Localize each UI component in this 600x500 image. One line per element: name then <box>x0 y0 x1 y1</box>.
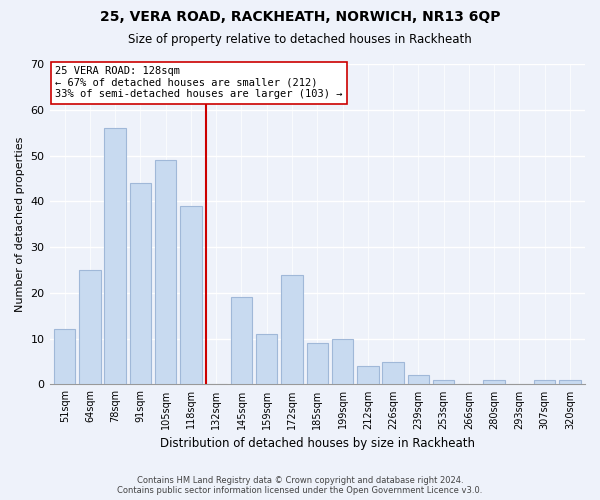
Bar <box>357 366 379 384</box>
Y-axis label: Number of detached properties: Number of detached properties <box>15 136 25 312</box>
Text: 25, VERA ROAD, RACKHEATH, NORWICH, NR13 6QP: 25, VERA ROAD, RACKHEATH, NORWICH, NR13 … <box>100 10 500 24</box>
Bar <box>54 330 76 384</box>
Text: 25 VERA ROAD: 128sqm
← 67% of detached houses are smaller (212)
33% of semi-deta: 25 VERA ROAD: 128sqm ← 67% of detached h… <box>55 66 343 100</box>
Bar <box>534 380 556 384</box>
Bar <box>382 362 404 384</box>
Bar <box>307 343 328 384</box>
Text: Contains HM Land Registry data © Crown copyright and database right 2024.
Contai: Contains HM Land Registry data © Crown c… <box>118 476 482 495</box>
Bar <box>407 376 429 384</box>
Bar <box>559 380 581 384</box>
Bar <box>155 160 176 384</box>
X-axis label: Distribution of detached houses by size in Rackheath: Distribution of detached houses by size … <box>160 437 475 450</box>
Bar <box>104 128 126 384</box>
Bar <box>484 380 505 384</box>
Bar <box>256 334 277 384</box>
Text: Size of property relative to detached houses in Rackheath: Size of property relative to detached ho… <box>128 32 472 46</box>
Bar <box>79 270 101 384</box>
Bar <box>332 338 353 384</box>
Bar <box>130 183 151 384</box>
Bar <box>281 274 303 384</box>
Bar <box>433 380 454 384</box>
Bar <box>231 298 252 384</box>
Bar <box>180 206 202 384</box>
